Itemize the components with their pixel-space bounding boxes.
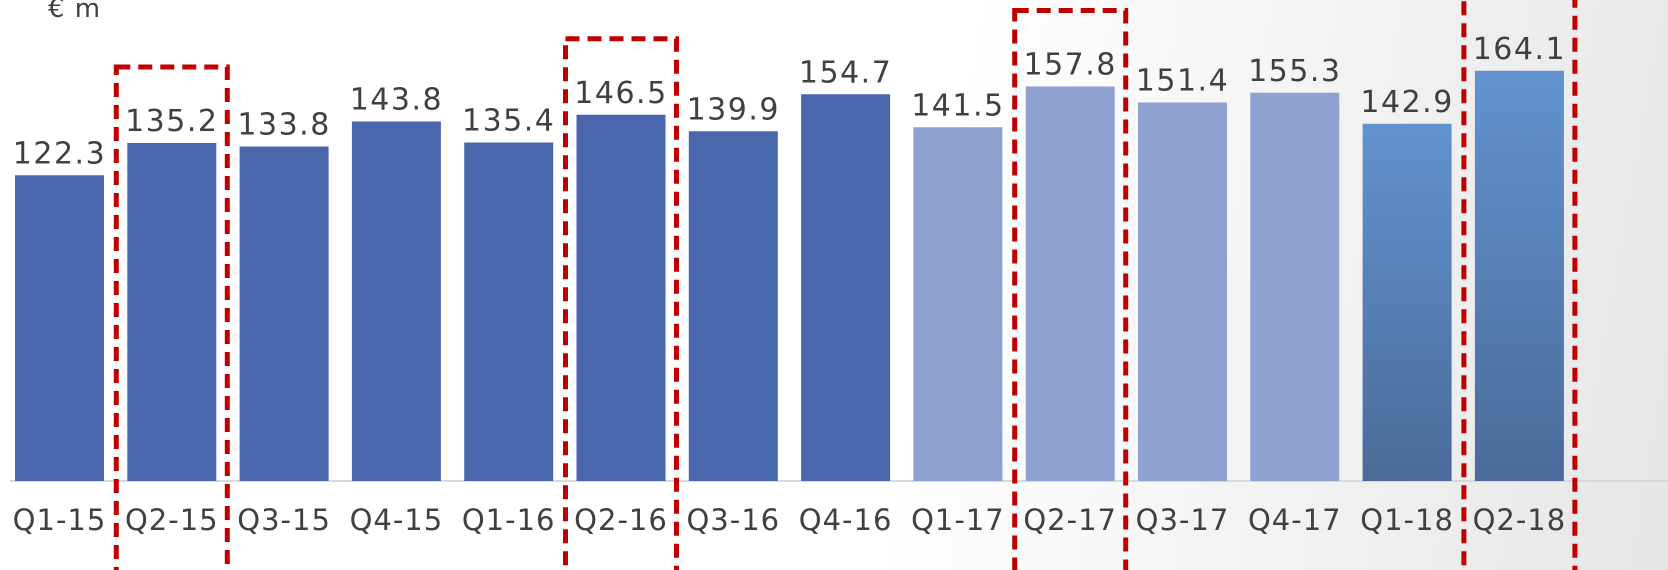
bars-layer <box>10 70 1668 482</box>
data-label-q3-15: 133.8 <box>237 108 330 143</box>
tick-label-q4-17: Q4-17 <box>1248 503 1342 537</box>
highlight-boxes-layer <box>113 0 1578 570</box>
tick-label-q1-18: Q1-18 <box>1360 503 1454 537</box>
data-label-q1-15: 122.3 <box>13 136 106 171</box>
data-labels-layer: 122.3 135.2 133.8 143.8 135.4 146.5 139.9 154.7… <box>13 32 1566 172</box>
bar-q4-16 <box>801 94 891 481</box>
data-label-q4-16: 154.7 <box>799 55 892 90</box>
tick-label-q2-15: Q2-15 <box>125 503 219 537</box>
data-label-q1-18: 142.9 <box>1360 85 1453 120</box>
highlight-box-q2-17 <box>1012 8 1129 570</box>
data-label-q2-15: 135.2 <box>125 104 218 139</box>
bar-q2-17 <box>1025 86 1115 481</box>
data-label-q4-15: 143.8 <box>350 83 443 118</box>
bar-q1-18 <box>1362 123 1452 481</box>
bar-q2-16 <box>576 114 666 481</box>
bar-q3-15 <box>239 146 329 481</box>
data-label-q1-16: 135.4 <box>462 104 555 139</box>
bar-q1-15 <box>15 175 104 481</box>
bar-q4-17 <box>1250 92 1340 481</box>
bar-q1-17 <box>913 127 1003 481</box>
highlight-box-q2-15 <box>113 64 230 570</box>
highlight-box-q2-16 <box>563 36 679 570</box>
bar-q1-16 <box>464 142 554 481</box>
tick-label-q3-17: Q3-17 <box>1136 503 1230 537</box>
bar-q3-16 <box>688 131 778 481</box>
tick-label-q1-15: Q1-15 <box>13 503 107 537</box>
tick-label-q2-16: Q2-16 <box>574 503 668 537</box>
bar-q2-15 <box>127 143 217 481</box>
data-label-q2-17: 157.8 <box>1024 48 1117 83</box>
data-label-q3-16: 139.9 <box>687 92 780 127</box>
data-label-q1-17: 141.5 <box>911 88 1004 123</box>
tick-label-q4-15: Q4-15 <box>350 503 444 537</box>
tick-label-q4-16: Q4-16 <box>799 503 893 537</box>
data-label-q2-18: 164.1 <box>1473 32 1566 67</box>
data-label-q2-16: 146.5 <box>574 76 667 111</box>
tick-label-q2-17: Q2-17 <box>1023 503 1117 537</box>
x-axis-ticks-layer: Q1-15 Q2-15 Q3-15 Q4-15 Q1-16 Q2-16 Q3-16 Q4-16… <box>13 503 1567 537</box>
tick-label-q1-17: Q1-17 <box>911 503 1005 537</box>
tick-label-q3-15: Q3-15 <box>237 503 331 537</box>
tick-label-q3-16: Q3-16 <box>686 503 780 537</box>
highlight-box-q2-18 <box>1461 0 1578 570</box>
data-label-q3-17: 151.4 <box>1136 64 1229 99</box>
unit-label: € m <box>48 0 102 24</box>
tick-label-q1-16: Q1-16 <box>462 503 556 537</box>
bar-q4-15 <box>351 121 441 481</box>
data-label-q4-17: 155.3 <box>1248 54 1341 89</box>
tick-label-q2-18: Q2-18 <box>1473 503 1567 537</box>
bar-q2-18 <box>1474 70 1564 481</box>
bar-q3-17 <box>1138 102 1227 481</box>
